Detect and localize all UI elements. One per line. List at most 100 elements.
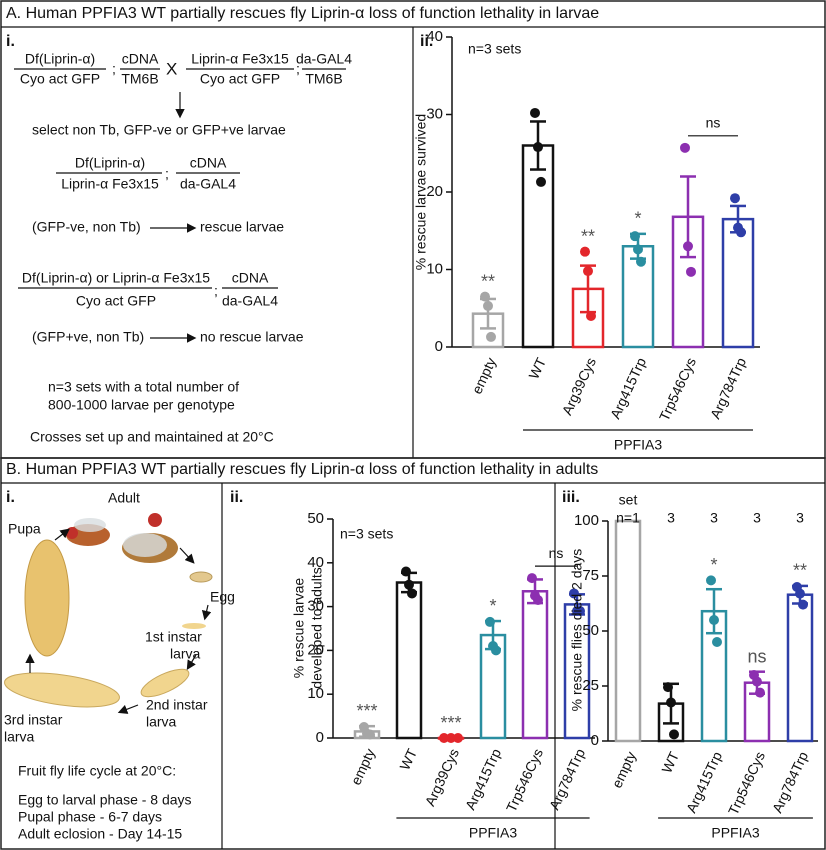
panel-b-frame — [0, 457, 826, 850]
note: n=3 sets with a total number of — [48, 379, 239, 395]
result: no rescue larvae — [200, 329, 304, 345]
bar — [721, 217, 755, 349]
n-label: 3 — [667, 510, 675, 526]
stage-label: Egg — [210, 589, 235, 605]
x-tick-label: Arg39Cys — [422, 746, 462, 808]
y-tick-label: 50 — [307, 510, 324, 527]
annotation: n=3 sets — [468, 41, 521, 57]
x-tick-label: empty — [608, 749, 639, 790]
data-point — [686, 266, 696, 277]
data-point — [663, 682, 673, 693]
n-label: n=1 — [616, 510, 640, 526]
n-label: 3 — [710, 510, 718, 526]
genotype: Liprin-α Fe3x15 — [191, 51, 289, 67]
significance: *** — [356, 701, 377, 721]
data-point — [709, 615, 719, 625]
bar — [395, 581, 423, 740]
n-title: set — [619, 492, 638, 508]
data-point — [683, 241, 693, 252]
y-tick-label: 0 — [316, 729, 324, 746]
data-point — [536, 176, 546, 187]
y-axis-label: % rescue larvae survived — [413, 114, 429, 270]
significance: * — [489, 596, 496, 616]
data-point — [530, 107, 540, 118]
fly-eye — [66, 527, 78, 539]
arrow — [201, 604, 212, 621]
condition: (GFP-ve, non Tb) — [32, 219, 141, 235]
genotype: Liprin-α Fe3x15 — [61, 176, 159, 192]
y-tick-label: 50 — [582, 622, 599, 639]
group-label: PPFIA3 — [469, 825, 517, 841]
third-instar — [4, 672, 120, 708]
data-point — [680, 142, 690, 153]
note: Crosses set up and maintained at 20°C — [30, 429, 274, 445]
data-point — [633, 244, 643, 255]
x-tick-label: Arg784Trp — [546, 746, 588, 812]
stage-label: larva — [4, 729, 35, 745]
data-point — [798, 599, 808, 610]
y-tick-label: 40 — [307, 554, 324, 571]
data-point — [365, 729, 375, 740]
phase: Pupal phase - 6-7 days — [18, 809, 162, 825]
significance: * — [634, 209, 641, 229]
data-point — [439, 733, 449, 743]
fly-wing — [123, 533, 167, 557]
x-tick-label: Arg784Trp — [707, 355, 749, 421]
note: 800-1000 larvae per genotype — [48, 397, 235, 413]
genotype: cDNA — [232, 270, 269, 286]
group-label: PPFIA3 — [711, 825, 759, 841]
phase: Egg to larval phase - 8 days — [18, 792, 192, 808]
data-point — [636, 256, 646, 267]
genotype: cDNA — [190, 155, 227, 171]
y-tick-label: 75 — [582, 567, 599, 584]
data-point — [453, 733, 463, 743]
significance: * — [710, 555, 717, 575]
data-point — [533, 595, 543, 606]
x-tick-label: Arg415Trp — [683, 749, 725, 815]
y-tick-label: 20 — [426, 183, 443, 200]
bar — [521, 144, 555, 349]
data-point — [736, 227, 746, 238]
y-tick-label: 25 — [582, 677, 599, 694]
separator: ; — [296, 61, 300, 77]
condition: (GFP+ve, non Tb) — [32, 329, 144, 345]
arrow — [186, 654, 197, 671]
y-tick-label: 40 — [426, 28, 443, 45]
genotype: TM6B — [305, 71, 342, 87]
data-point — [706, 575, 716, 586]
genotype: Df(Liprin-α) — [25, 51, 95, 67]
data-point — [755, 687, 765, 698]
second-instar — [140, 668, 190, 698]
genotype: Df(Liprin-α) — [75, 155, 145, 171]
y-tick-label: 30 — [307, 598, 324, 615]
y-tick-label: 20 — [307, 641, 324, 658]
n-label: 3 — [796, 510, 804, 526]
data-point — [491, 645, 501, 656]
data-point — [480, 291, 490, 302]
stage-label: Adult — [108, 490, 140, 506]
sub-label: i. — [6, 489, 15, 506]
data-point — [583, 266, 593, 277]
x-tick-label: Trp546Cys — [656, 355, 699, 423]
phase: Adult eclosion - Day 14-15 — [18, 826, 182, 842]
y-tick-label: 30 — [426, 105, 443, 122]
x-tick-label: Arg784Trp — [769, 749, 811, 815]
data-point — [401, 566, 411, 577]
stage-label: larva — [170, 646, 201, 662]
n-label: 3 — [753, 510, 761, 526]
x-tick-label: WT — [525, 355, 549, 382]
sub-label: ii. — [230, 489, 243, 506]
x-tick-label: empty — [468, 355, 499, 396]
data-point — [752, 676, 762, 687]
y-tick-label: 0 — [435, 338, 443, 355]
data-point — [795, 588, 805, 599]
x-tick-label: Arg415Trp — [607, 355, 649, 421]
y-tick-label: 10 — [307, 685, 324, 702]
data-point — [404, 579, 414, 590]
data-point — [630, 231, 640, 242]
significance: ** — [793, 561, 807, 581]
data-point — [407, 588, 417, 599]
significance: ** — [581, 226, 595, 246]
x-tick-label: Arg39Cys — [559, 355, 599, 417]
